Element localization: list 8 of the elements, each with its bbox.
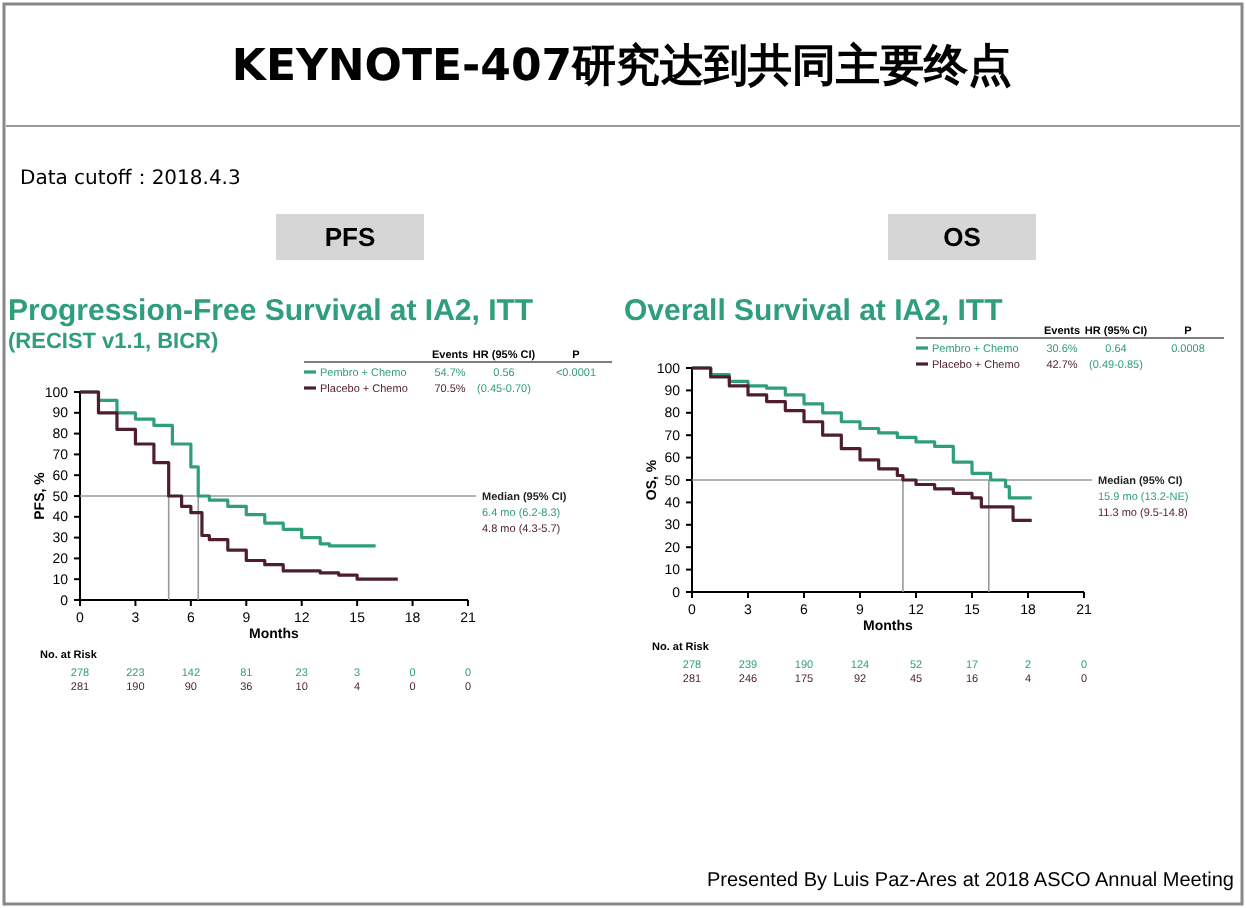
chart-title: Progression-Free Survival at IA2, ITT bbox=[8, 294, 534, 328]
chart-subtitle: (RECIST v1.1, BICR) bbox=[8, 330, 219, 354]
text: OS bbox=[943, 222, 982, 252]
chart-title: Overall Survival at IA2, ITT bbox=[624, 294, 1003, 328]
text: PFS bbox=[324, 222, 376, 252]
text: Data cutoff：2018.4.3 bbox=[20, 168, 241, 190]
text: KEYNOTE-407研究达到共同主要终点 bbox=[231, 40, 1013, 92]
text: Presented By Luis Paz-Ares at 2018 ASCO Annual Meeting bbox=[707, 870, 1234, 892]
